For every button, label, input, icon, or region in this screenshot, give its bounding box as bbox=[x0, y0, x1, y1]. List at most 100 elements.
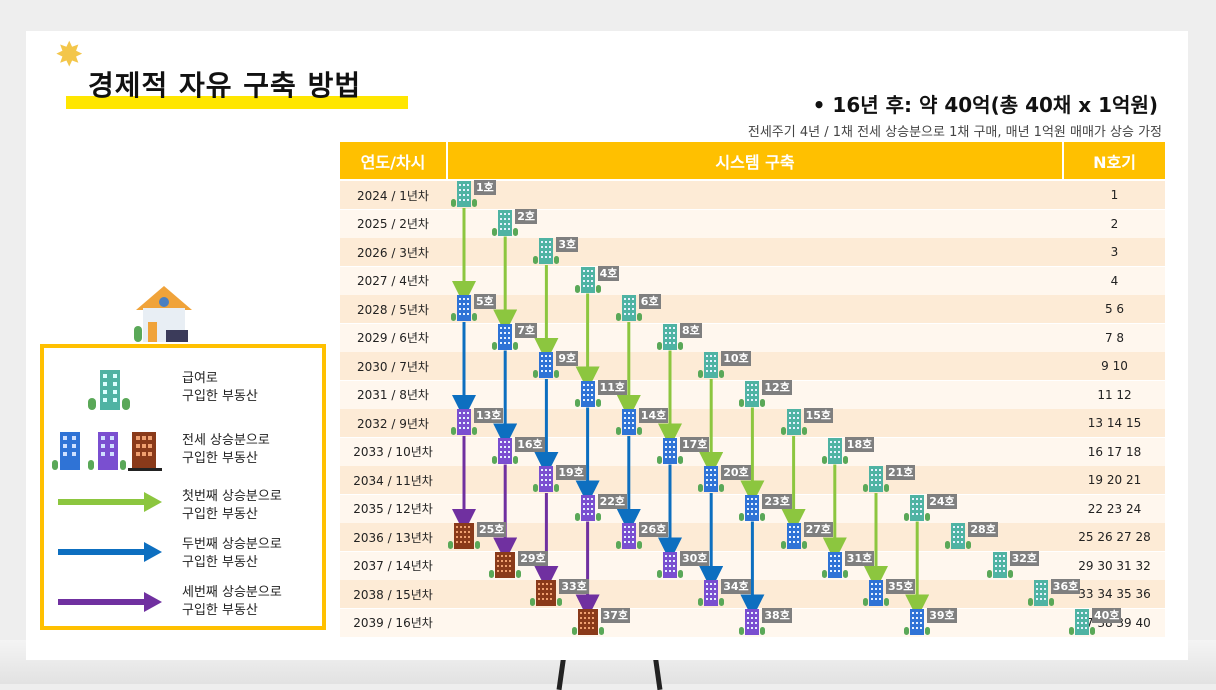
legend-second-line2: 구입한 부동산 bbox=[182, 555, 258, 570]
purple-building-icon bbox=[451, 409, 477, 435]
assumption-note: 전세주기 4년 / 1채 전세 상승분으로 1채 구매, 매년 1억원 매매가 … bbox=[747, 125, 1162, 140]
building-label: 35호 bbox=[886, 579, 916, 594]
blue-building-icon bbox=[657, 437, 683, 464]
purple-building-icon bbox=[533, 466, 560, 492]
row-units: 9 10 bbox=[1101, 359, 1128, 373]
row-units: 4 bbox=[1110, 273, 1119, 288]
row-year: 2038 / 15년차 bbox=[353, 587, 433, 602]
legend-salary-line1: 급여로 bbox=[182, 371, 218, 386]
brown-building-icon bbox=[571, 608, 604, 635]
row-year: 2028 / 5년차 bbox=[357, 302, 429, 317]
building-label: 18호 bbox=[844, 436, 875, 452]
blue-building-icon bbox=[780, 523, 807, 549]
building-label: 33호 bbox=[559, 579, 589, 594]
building-label: 7호 bbox=[515, 322, 537, 338]
row-year: 2036 / 13년차 bbox=[353, 530, 433, 545]
building-label: 14호 bbox=[638, 408, 669, 423]
table-row bbox=[340, 238, 1165, 266]
table-row bbox=[340, 209, 1165, 238]
building-label: 17호 bbox=[680, 436, 710, 452]
building-label: 34호 bbox=[721, 579, 751, 594]
row-year: 2027 / 4년차 bbox=[357, 274, 429, 288]
salary-building-icon bbox=[739, 380, 766, 407]
blue-building-icon bbox=[821, 551, 848, 578]
building-label: 27호 bbox=[803, 522, 834, 537]
blue-building-icon bbox=[574, 380, 601, 407]
house-icon bbox=[134, 286, 192, 342]
purple-building-icon bbox=[739, 608, 766, 635]
row-units: 19 20 21 bbox=[1087, 473, 1142, 487]
row-units: 5 6 bbox=[1104, 302, 1125, 316]
row-year: 2037 / 14년차 bbox=[353, 559, 433, 573]
salary-building-icon bbox=[533, 238, 560, 264]
header-year: 연도/차시 bbox=[340, 142, 446, 179]
brown-building-icon bbox=[530, 580, 563, 606]
building-label: 10호 bbox=[721, 351, 751, 366]
building-label: 2호 bbox=[515, 208, 537, 224]
building-label: 38호 bbox=[762, 607, 792, 623]
row-units: 33 34 35 36 bbox=[1078, 587, 1151, 601]
purple-building-icon bbox=[615, 523, 642, 549]
blue-building-icon bbox=[451, 295, 477, 321]
legend-first-line1: 첫번째 상승분으로 bbox=[182, 489, 282, 504]
legend-jeonse-line1: 전세 상승분으로 bbox=[182, 433, 270, 448]
building-label: 22호 bbox=[597, 493, 628, 509]
row-year: 2035 / 12년차 bbox=[353, 502, 433, 516]
salary-building-icon bbox=[615, 295, 642, 321]
row-units: 11 12 bbox=[1097, 387, 1132, 402]
row-units: 1 bbox=[1110, 188, 1119, 202]
legend-box: 급여로 구입한 부동산 전세 상승분으로 구입한 부동산 첫번째 상승 bbox=[40, 344, 326, 630]
row-units: 3 bbox=[1110, 245, 1119, 259]
purple-building-icon bbox=[657, 551, 683, 578]
building-label: 19호 bbox=[556, 465, 586, 480]
row-year: 2026 / 3년차 bbox=[357, 245, 429, 260]
plan-table: 연도/차시 시스템 구축 N호기 2024 / 1년차 1 2025 / 2년차 2 2… bbox=[340, 142, 1165, 639]
building-label: 25호 bbox=[477, 522, 507, 537]
building-label: 29호 bbox=[518, 550, 548, 566]
header-units: N호기 bbox=[1064, 142, 1165, 179]
building-label: 39호 bbox=[927, 607, 957, 623]
header-system: 시스템 구축 bbox=[448, 142, 1062, 179]
building-label: 1호 bbox=[474, 180, 496, 195]
brown-building-icon bbox=[448, 523, 480, 549]
salary-building-icon bbox=[821, 437, 848, 464]
page-title: 경제적 자유 구축 방법 bbox=[88, 69, 362, 102]
blue-arrow-icon bbox=[58, 542, 162, 562]
building-label: 13호 bbox=[474, 408, 504, 423]
row-year: 2034 / 11년차 bbox=[353, 473, 433, 488]
table-row bbox=[340, 352, 1165, 380]
salary-building-icon bbox=[492, 209, 519, 236]
salary-building-icon bbox=[451, 181, 477, 207]
row-year: 2030 / 7년차 bbox=[357, 359, 429, 374]
blue-building-icon bbox=[533, 352, 560, 378]
salary-building-icon bbox=[1069, 608, 1095, 635]
row-units: 13 14 15 bbox=[1087, 416, 1142, 430]
building-label: 32호 bbox=[1009, 550, 1040, 566]
building-label: 6호 bbox=[638, 294, 661, 309]
building-label: 23호 bbox=[762, 493, 792, 509]
purple-building-icon bbox=[492, 437, 519, 464]
table-row bbox=[340, 323, 1165, 352]
legend-second-line1: 두번째 상승분으로 bbox=[182, 537, 282, 552]
purple-arrow-icon bbox=[58, 592, 162, 612]
building-label: 11호 bbox=[597, 379, 628, 395]
building-label: 31호 bbox=[844, 550, 875, 566]
row-year: 2025 / 2년차 bbox=[357, 217, 429, 231]
legend-first-line2: 구입한 부동산 bbox=[182, 507, 258, 522]
blue-building-icon bbox=[615, 409, 642, 435]
blue-building-icon bbox=[739, 494, 766, 521]
row-year: 2024 / 1년차 bbox=[357, 188, 429, 203]
salary-building-icon bbox=[986, 551, 1013, 578]
building-label: 15호 bbox=[803, 408, 834, 423]
green-arrow-icon bbox=[58, 492, 162, 512]
salary-building-icon bbox=[88, 370, 130, 410]
building-label: 20호 bbox=[721, 465, 751, 480]
building-label: 30호 bbox=[680, 550, 710, 566]
building-label: 9호 bbox=[556, 351, 579, 366]
building-label: 21호 bbox=[886, 465, 916, 480]
legend-third-line1: 세번째 상승분으로 bbox=[182, 585, 282, 600]
salary-building-icon bbox=[904, 494, 931, 521]
jeonse-building-icons bbox=[52, 432, 162, 471]
star-icon: ✸ bbox=[55, 35, 84, 75]
building-label: 5호 bbox=[474, 294, 496, 309]
